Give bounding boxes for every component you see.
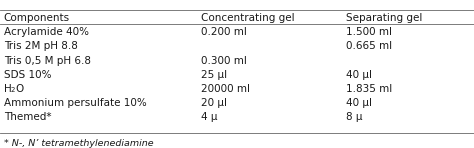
Text: Tris 0,5 M pH 6.8: Tris 0,5 M pH 6.8	[4, 56, 91, 66]
Text: * N-, N’ tetramethylenediamine: * N-, N’ tetramethylenediamine	[4, 139, 154, 148]
Text: 20000 ml: 20000 ml	[201, 84, 250, 94]
Text: Separating gel: Separating gel	[346, 13, 422, 23]
Text: 40 μl: 40 μl	[346, 70, 372, 80]
Text: 0.665 ml: 0.665 ml	[346, 41, 392, 52]
Text: SDS 10%: SDS 10%	[4, 70, 51, 80]
Text: 0.200 ml: 0.200 ml	[201, 27, 247, 37]
Text: Themed*: Themed*	[4, 112, 51, 122]
Text: 1.500 ml: 1.500 ml	[346, 27, 392, 37]
Text: 40 μl: 40 μl	[346, 98, 372, 108]
Text: Components: Components	[4, 13, 70, 23]
Text: H: H	[4, 84, 11, 94]
Text: O: O	[15, 84, 23, 94]
Text: 25 μl: 25 μl	[201, 70, 228, 80]
Text: 0.300 ml: 0.300 ml	[201, 56, 247, 66]
Text: 2: 2	[10, 87, 15, 93]
Text: Concentrating gel: Concentrating gel	[201, 13, 295, 23]
Text: 4 μ: 4 μ	[201, 112, 218, 122]
Text: Acrylamide 40%: Acrylamide 40%	[4, 27, 89, 37]
Text: Tris 2M pH 8.8: Tris 2M pH 8.8	[4, 41, 78, 52]
Text: 20 μl: 20 μl	[201, 98, 228, 108]
Text: Ammonium persulfate 10%: Ammonium persulfate 10%	[4, 98, 146, 108]
Text: 8 μ: 8 μ	[346, 112, 363, 122]
Text: 1.835 ml: 1.835 ml	[346, 84, 392, 94]
